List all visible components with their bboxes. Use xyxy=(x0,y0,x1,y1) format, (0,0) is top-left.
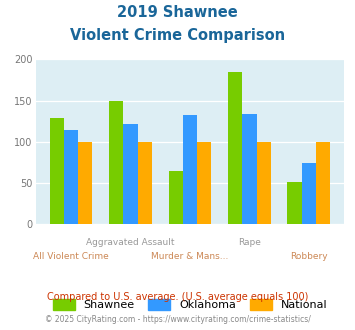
Bar xyxy=(257,142,271,224)
Bar xyxy=(183,115,197,224)
Bar xyxy=(109,101,123,224)
Text: Aggravated Assault: Aggravated Assault xyxy=(86,238,175,247)
Bar xyxy=(197,142,211,224)
Bar xyxy=(228,72,242,224)
Text: All Violent Crime: All Violent Crime xyxy=(33,251,109,261)
Bar xyxy=(78,142,92,224)
Text: 2019 Shawnee: 2019 Shawnee xyxy=(117,5,238,20)
Text: Robbery: Robbery xyxy=(290,251,328,261)
Bar xyxy=(64,130,78,224)
Text: © 2025 CityRating.com - https://www.cityrating.com/crime-statistics/: © 2025 CityRating.com - https://www.city… xyxy=(45,315,310,324)
Legend: Shawnee, Oklahoma, National: Shawnee, Oklahoma, National xyxy=(53,299,327,311)
Text: Compared to U.S. average. (U.S. average equals 100): Compared to U.S. average. (U.S. average … xyxy=(47,292,308,302)
Bar xyxy=(169,171,183,224)
Text: Rape: Rape xyxy=(238,238,261,247)
Bar xyxy=(316,142,330,224)
Bar xyxy=(123,124,138,224)
Bar xyxy=(302,163,316,224)
Bar xyxy=(288,182,302,224)
Bar xyxy=(138,142,152,224)
Bar xyxy=(50,118,64,224)
Text: Violent Crime Comparison: Violent Crime Comparison xyxy=(70,28,285,43)
Text: Murder & Mans...: Murder & Mans... xyxy=(151,251,229,261)
Bar xyxy=(242,114,257,224)
